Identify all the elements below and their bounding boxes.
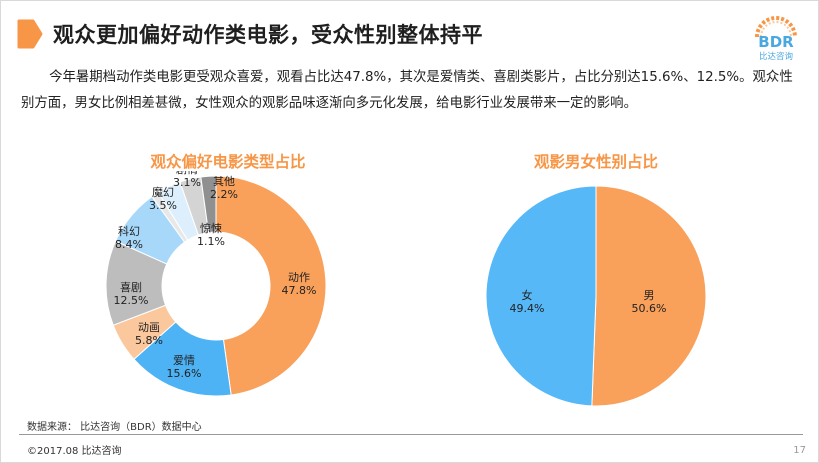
slice-1-1 — [485, 185, 597, 407]
logo-caption-text: 比达咨询 — [759, 51, 793, 62]
slice-label: 动作 — [288, 271, 310, 284]
copyright: ©2017.08 比达咨询 — [27, 446, 122, 457]
slice-label: 魔幻 — [152, 185, 174, 199]
slice-value-label: 15.6% — [167, 367, 202, 380]
slice-label: 惊悚 — [200, 221, 222, 235]
genre-chart-title: 观众偏好电影类型占比 — [150, 153, 306, 171]
data-source: 数据来源： 比达咨询（BDR）数据中心 — [27, 422, 202, 433]
slice-value-label: 47.8% — [282, 284, 317, 297]
logo-mark-text: BDR — [758, 33, 794, 51]
page-number: 17 — [793, 445, 806, 456]
slice-0-0 — [215, 175, 327, 396]
slice-label: 女 — [522, 288, 533, 302]
footer-divider — [19, 434, 803, 435]
slice-label: 剧情 — [176, 171, 198, 176]
slice-value-label: 50.6% — [632, 302, 667, 315]
slice-label: 其他 — [213, 175, 235, 188]
slice-0-8 — [200, 175, 217, 234]
slice-value-label: 49.4% — [510, 302, 545, 315]
slice-label: 爱情 — [173, 354, 195, 367]
slice-value-label: 2.2% — [210, 188, 238, 201]
slice-value-label: 3.5% — [149, 199, 177, 212]
slice-label: 喜剧 — [120, 281, 142, 294]
logo-ring-icon — [755, 16, 797, 38]
slice-label: 男 — [644, 289, 655, 302]
slice-value-label: 12.5% — [114, 294, 149, 307]
slice-value-label: 1.1% — [197, 235, 225, 248]
page-title: 观众更加偏好动作类电影，受众性别整体持平 — [53, 23, 483, 47]
bdr-logo: BDR 比达咨询 — [755, 16, 797, 62]
slice-label: 科幻 — [118, 224, 140, 238]
title-accent-icon — [17, 19, 43, 49]
slice-value-label: 8.4% — [115, 238, 143, 251]
slice-1-0 — [591, 185, 707, 407]
slice-label: 动画 — [138, 321, 160, 334]
gender-pie-chart: 男50.6% 女49.4% — [485, 185, 707, 407]
slice-value-label: 3.1% — [173, 176, 201, 189]
gender-chart-title: 观影男女性别占比 — [533, 153, 658, 171]
slice-value-label: 5.8% — [135, 334, 163, 347]
summary-paragraph: 今年暑期档动作类电影更受观众喜爱，观看占比达47.8%，其次是爱情类、喜剧类影片… — [21, 70, 793, 111]
